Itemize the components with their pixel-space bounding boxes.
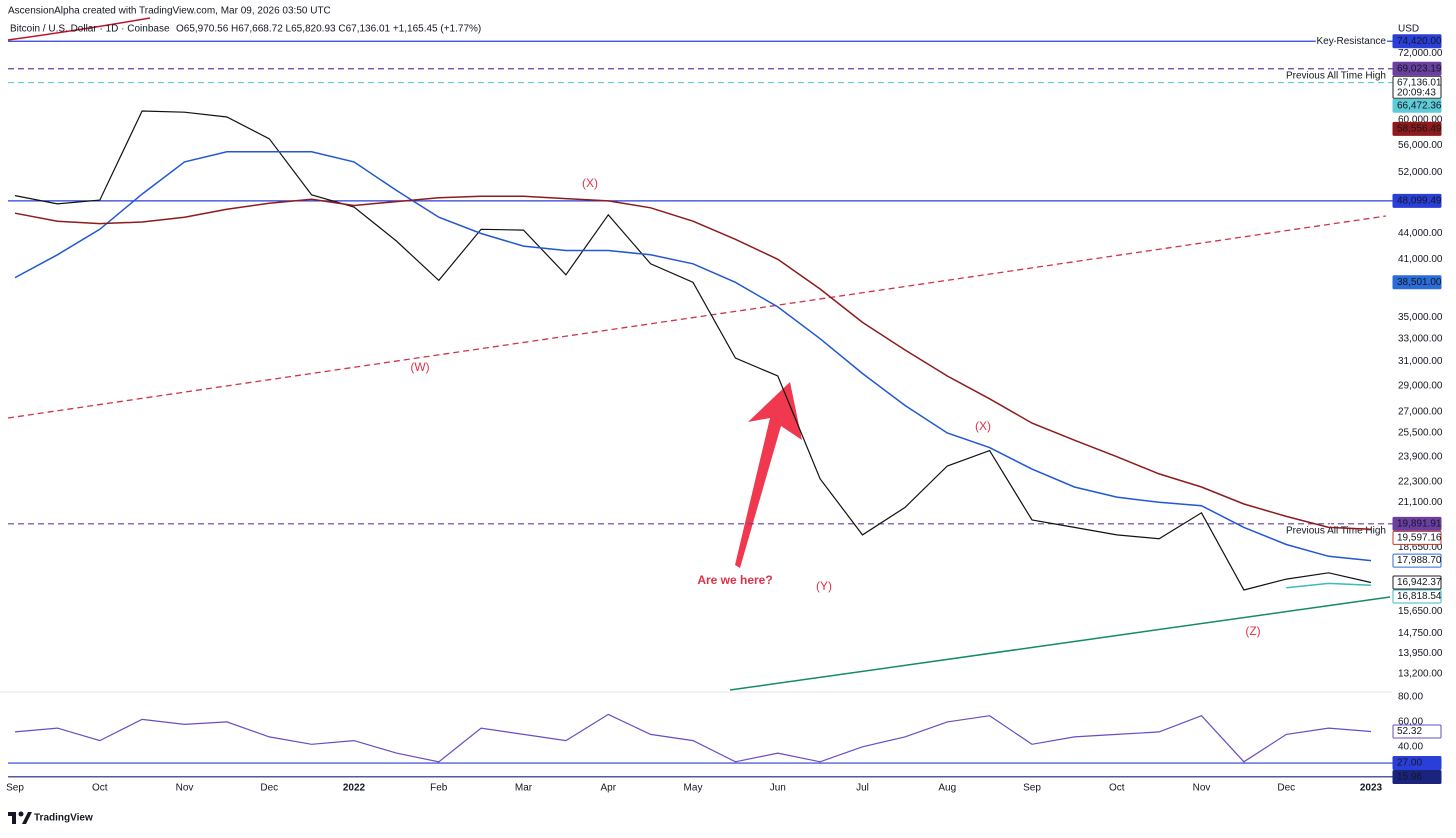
- price-label-box: [1392, 98, 1442, 113]
- price-label-box: [1392, 589, 1442, 604]
- series-line: [14, 195, 1372, 531]
- price-label: 38,501.00: [1397, 277, 1442, 288]
- annotation: (W): [410, 360, 429, 374]
- series-line: [14, 151, 1372, 562]
- y-tick-label: 13,200.00: [1398, 668, 1443, 679]
- x-tick-label: Dec: [260, 783, 278, 794]
- price-label-box: [1392, 275, 1442, 290]
- ohlc: O65,970.56 H67,668.72 L65,820.93 C67,136…: [176, 24, 481, 35]
- price-label-box: [1392, 553, 1442, 568]
- price-label-box: [1392, 530, 1442, 545]
- x-tick-label: Oct: [1109, 783, 1125, 794]
- y-tick-label: 31,000.00: [1398, 356, 1443, 367]
- currency: USD: [1398, 24, 1419, 35]
- logo: TradingView: [34, 813, 93, 824]
- price-label: 16,818.54: [1397, 591, 1442, 602]
- y-tick-label: 27,000.00: [1398, 407, 1443, 418]
- x-tick-label: Mar: [515, 783, 533, 794]
- x-tick-label: Sep: [6, 783, 24, 794]
- y-tick-label: 15,650.00: [1398, 606, 1443, 617]
- price-label-box: [1392, 770, 1442, 785]
- y-tick-label: 21,100.00: [1398, 497, 1443, 508]
- x-tick-label: May: [684, 783, 703, 794]
- y-tick-label: 23,900.00: [1398, 451, 1443, 462]
- y-tick-label: 29,000.00: [1398, 381, 1443, 392]
- price-label: 52.32: [1397, 726, 1422, 737]
- x-tick-label: Oct: [92, 783, 108, 794]
- annotation: Are we here?: [697, 573, 772, 587]
- price-label: 15.96: [1397, 772, 1422, 783]
- trendline: [729, 596, 1391, 691]
- price-label-box: [1392, 75, 1442, 99]
- x-tick-label: Jun: [770, 783, 786, 794]
- y-tick-label: 52,000.00: [1398, 167, 1443, 178]
- x-tick-label: Jul: [856, 783, 869, 794]
- x-tick-label: Apr: [600, 783, 616, 794]
- price-label-box: [1392, 575, 1442, 590]
- price-label: 48,099.49: [1397, 196, 1442, 207]
- price-label: 27.00: [1397, 758, 1422, 769]
- x-tick-label: Sep: [1023, 783, 1041, 794]
- price-label: 66,472.36: [1397, 100, 1442, 111]
- price-label: 19,597.16: [1397, 532, 1442, 543]
- y-tick-label: 40.00: [1398, 741, 1423, 752]
- price-label: 69,023.19: [1397, 63, 1442, 74]
- x-tick-label: Nov: [176, 783, 194, 794]
- series-line: [14, 110, 1372, 591]
- price-label: 58,556.49: [1397, 124, 1442, 135]
- countdown: 20:09:43: [1397, 87, 1436, 98]
- price-label: 19,891.91: [1397, 518, 1442, 529]
- y-tick-label: 41,000.00: [1398, 254, 1443, 265]
- y-tick-label: 72,000.00: [1398, 48, 1443, 59]
- x-tick-label: Aug: [938, 783, 956, 794]
- level-note: Previous All Time High: [1286, 70, 1386, 81]
- price-label-box: [1392, 193, 1442, 208]
- y-tick-label: 14,750.00: [1398, 628, 1443, 639]
- x-tick-label: 2022: [343, 783, 366, 794]
- y-tick-label: 35,000.00: [1398, 312, 1443, 323]
- symbol: Bitcoin / U.S. Dollar · 1D · Coinbase: [10, 24, 170, 35]
- price-label-box: [1392, 516, 1442, 531]
- annotation: (Y): [816, 579, 832, 593]
- price-label-box: [1392, 724, 1442, 739]
- price-label-box: [1392, 61, 1442, 76]
- y-tick-label: 33,000.00: [1398, 333, 1443, 344]
- y-tick-label: 25,500.00: [1398, 428, 1443, 439]
- y-tick-label: 60,000.00: [1398, 115, 1443, 126]
- y-tick-label: 56,000.00: [1398, 140, 1443, 151]
- logo-icon: [8, 811, 32, 824]
- price-label-box: [1392, 756, 1442, 771]
- x-tick-label: Dec: [1277, 783, 1295, 794]
- price-label-box: [1392, 121, 1442, 136]
- price-label: 74,420.00: [1397, 36, 1442, 47]
- price-label: 67,136.01: [1397, 77, 1442, 88]
- signature: [7, 17, 151, 41]
- price-label-box: [1392, 34, 1442, 49]
- y-tick-label: 18,650.00: [1398, 542, 1443, 553]
- annotation: (Z): [1245, 624, 1260, 638]
- price-label: 17,988.70: [1397, 555, 1442, 566]
- x-tick-label: Feb: [430, 783, 448, 794]
- credit: AscensionAlpha created with TradingView.…: [8, 6, 331, 17]
- annotation: (X): [975, 419, 991, 433]
- level-note: Key Resistance: [1317, 36, 1387, 47]
- level-note: Previous All Time High: [1286, 525, 1386, 536]
- arrow: [735, 382, 802, 568]
- series-line: [14, 713, 1372, 763]
- y-tick-label: 44,000.00: [1398, 228, 1443, 239]
- x-tick-label: 2023: [1360, 783, 1383, 794]
- y-tick-label: 13,950.00: [1398, 648, 1443, 659]
- y-tick-label: 80.00: [1398, 692, 1423, 703]
- x-tick-label: Nov: [1193, 783, 1211, 794]
- y-tick-label: 22,300.00: [1398, 477, 1443, 488]
- trendline: [7, 215, 1387, 419]
- annotation: (X): [582, 176, 598, 190]
- y-tick-label: 60.00: [1398, 717, 1423, 728]
- series-line: [1286, 582, 1372, 589]
- price-label: 16,942.37: [1397, 577, 1442, 588]
